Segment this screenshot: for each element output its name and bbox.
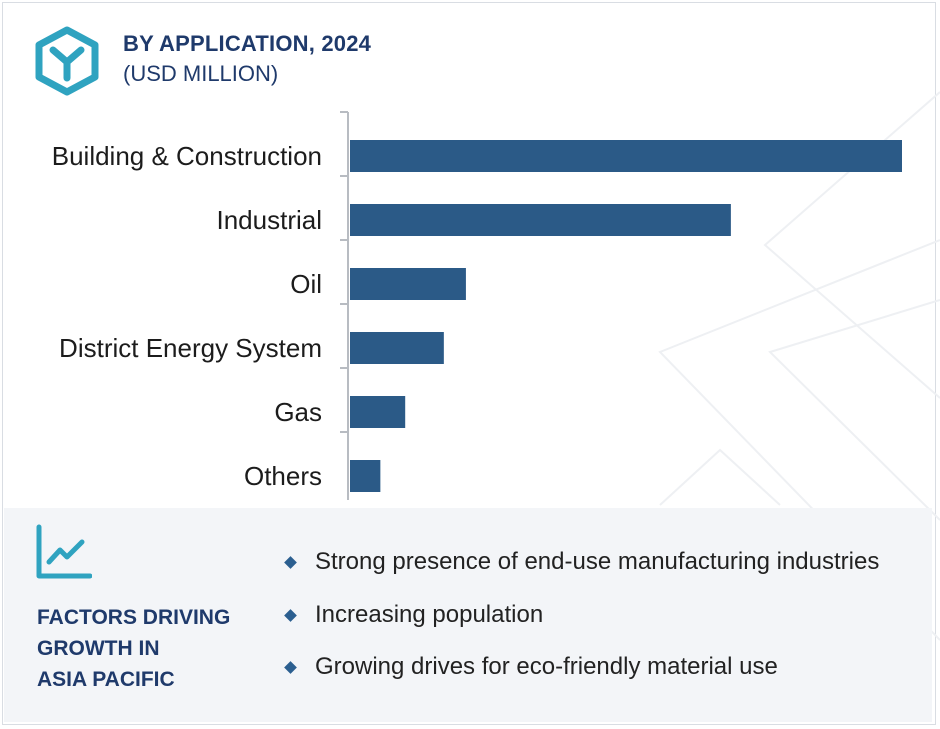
diamond-bullet-icon	[284, 555, 297, 569]
bar	[350, 140, 902, 172]
bar	[350, 396, 406, 428]
chart-subtitle: (USD MILLION)	[123, 61, 279, 86]
category-label: Building & Construction	[52, 141, 322, 171]
bar	[350, 268, 466, 300]
category-label: Gas	[274, 397, 322, 427]
chart-title: BY APPLICATION, 2024	[123, 31, 372, 56]
factor-bullet: Growing drives for eco-friendly material…	[280, 653, 778, 681]
category-label: Others	[244, 461, 322, 491]
factors-panel	[4, 508, 932, 722]
bar	[350, 204, 731, 236]
factors-title-line-3: ASIA PACIFIC	[37, 668, 175, 691]
factor-text: Increasing population	[315, 601, 544, 628]
category-label: District Energy System	[59, 333, 322, 363]
category-label: Oil	[290, 269, 322, 299]
diamond-bullet-icon	[284, 660, 297, 674]
bar	[350, 332, 444, 364]
factor-bullet: Increasing population	[280, 601, 543, 629]
hexagon-y-logo-icon	[35, 26, 99, 96]
line-chart-growth-icon	[36, 524, 92, 579]
factor-text: Growing drives for eco-friendly material…	[315, 653, 778, 680]
diamond-bullet-icon	[284, 608, 297, 622]
factors-title-line-1: FACTORS DRIVING	[37, 606, 231, 629]
factor-text: Strong presence of end-use manufacturing…	[315, 548, 880, 575]
category-label: Industrial	[217, 205, 323, 235]
bar-chart: Building & Construction Industrial Oil Dist…	[52, 111, 902, 500]
factor-bullet: Strong presence of end-use manufacturing…	[280, 548, 879, 576]
factors-title-line-2: GROWTH IN	[37, 637, 160, 660]
factors-title: FACTORS DRIVING GROWTH IN ASIA PACIFIC	[37, 602, 230, 695]
bar	[350, 460, 381, 492]
